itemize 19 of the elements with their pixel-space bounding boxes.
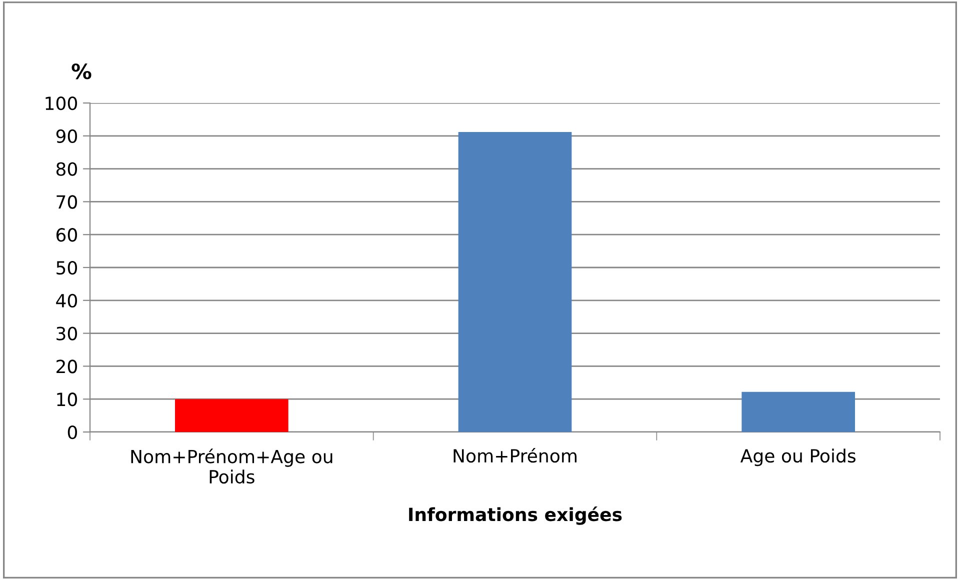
bar xyxy=(742,392,855,432)
y-tick-label: 70 xyxy=(56,195,77,209)
y-tick-label: 60 xyxy=(56,228,77,242)
bar xyxy=(458,132,572,432)
y-tick-label: 40 xyxy=(56,294,77,308)
y-tick-label: 50 xyxy=(56,260,77,275)
y-tick-label: 100 xyxy=(46,96,77,110)
y-tick-label: 90 xyxy=(56,129,77,144)
y-tick-label: 10 xyxy=(57,392,77,406)
y-tick-label: 20 xyxy=(56,360,77,374)
x-tick-label: Nom+Prénom xyxy=(454,448,576,463)
y-axis-title: % xyxy=(72,63,92,80)
x-axis-title: Informations exigées xyxy=(409,506,622,525)
bar xyxy=(175,399,288,432)
y-tick-label: 80 xyxy=(56,162,77,176)
x-tick-label: Nom+Prénom+Age ou Poids xyxy=(131,448,332,484)
y-tick-label: 0 xyxy=(68,425,77,440)
y-tick-label: 30 xyxy=(56,326,77,340)
x-tick-label: Age ou Poids xyxy=(740,448,856,466)
